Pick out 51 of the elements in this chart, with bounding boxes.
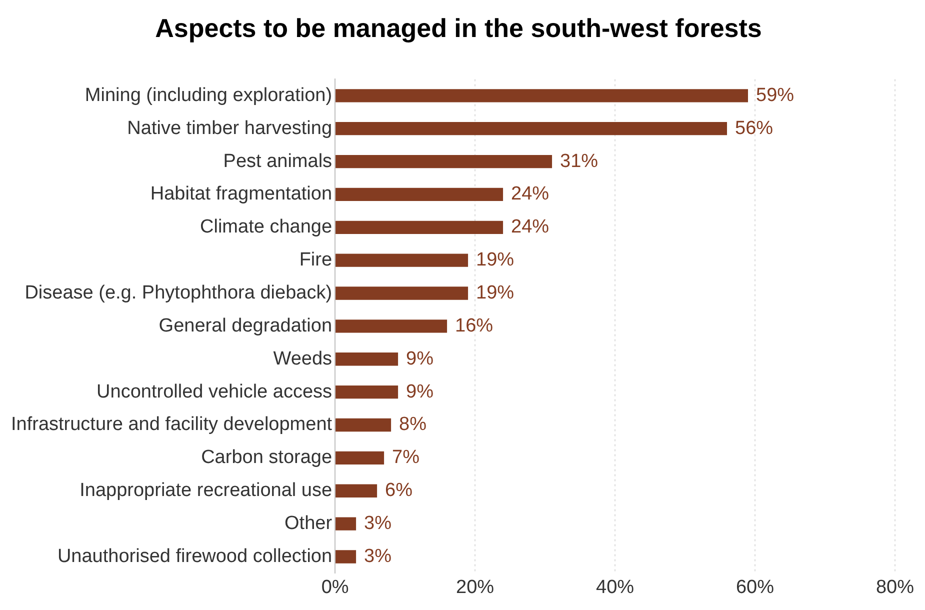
y-tick-label: Climate change — [200, 216, 332, 238]
data-label: 19% — [476, 250, 514, 271]
data-label: 56% — [735, 118, 774, 139]
y-tick-label: Weeds — [273, 348, 332, 370]
y-tick-label: General degradation — [158, 315, 332, 336]
data-label: 6% — [385, 480, 413, 502]
chart-title: Aspects to be managed in the south-west forests — [155, 12, 762, 43]
x-tick-label: 20% — [456, 576, 494, 598]
data-label: 31% — [560, 150, 598, 172]
bar — [336, 286, 468, 300]
data-label: 8% — [399, 414, 427, 436]
y-tick-label: Disease (e.g. Phytophthora dieback) — [24, 282, 332, 304]
data-label: 19% — [476, 282, 514, 304]
y-tick-label: Inappropriate recreational use — [80, 480, 332, 502]
x-tick-label: 80% — [876, 576, 914, 598]
data-label: 7% — [392, 447, 420, 468]
bar — [336, 451, 384, 465]
bar — [336, 220, 504, 234]
bar — [336, 418, 392, 432]
data-label: 9% — [406, 348, 434, 370]
y-tick-label: Fire — [299, 250, 332, 271]
data-label: 3% — [364, 546, 392, 567]
y-tick-label: Carbon storage — [201, 447, 332, 468]
data-label: 24% — [511, 184, 550, 205]
bar — [336, 154, 552, 168]
data-label: 59% — [756, 84, 794, 106]
y-tick-label: Native timber harvesting — [127, 118, 332, 139]
bar — [336, 254, 468, 267]
x-tick-label: 60% — [736, 576, 774, 598]
bar — [336, 352, 398, 366]
x-tick-label: 40% — [596, 576, 634, 598]
data-label: 16% — [455, 315, 494, 336]
bar — [336, 320, 448, 333]
y-tick-label: Pest animals — [223, 150, 332, 172]
bar — [336, 89, 748, 102]
bar — [336, 484, 378, 498]
y-tick-label: Infrastructure and facility development — [10, 414, 333, 436]
bar — [336, 122, 728, 136]
y-tick-label: Other — [284, 513, 333, 534]
y-tick-label: Habitat fragmentation — [150, 184, 332, 205]
y-tick-label: Mining (including exploration) — [84, 84, 332, 106]
bar — [336, 188, 504, 202]
bar — [336, 550, 356, 564]
data-label: 9% — [406, 381, 434, 402]
data-label: 24% — [511, 216, 550, 238]
y-tick-label: Unauthorised firewood collection — [57, 546, 332, 567]
y-tick-label: Uncontrolled vehicle access — [96, 381, 332, 402]
data-label: 3% — [364, 513, 392, 534]
x-tick-label: 0% — [321, 576, 349, 598]
bar — [336, 517, 356, 530]
bar — [336, 385, 398, 399]
